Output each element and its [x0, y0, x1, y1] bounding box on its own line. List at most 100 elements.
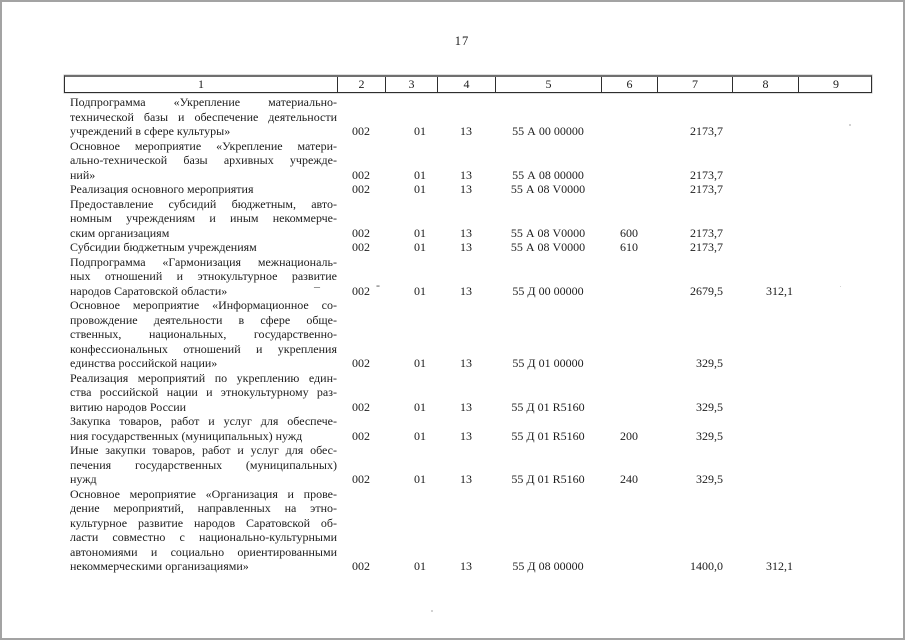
row-col-9 [798, 255, 872, 299]
row-col-6 [601, 487, 657, 574]
row-name-cell: Закупка товаров, работ и услуг для обесп… [64, 414, 337, 443]
row-col-5: 55 А 08 00000 [512, 167, 584, 182]
row-col-6: 610 [620, 240, 638, 254]
row-col-9 [798, 443, 872, 487]
row-col-2: 002 [352, 182, 370, 196]
row-col-8: 312,1 [766, 283, 793, 298]
row-name-cell: Основное мероприятие «Информационное со-… [64, 298, 337, 371]
row-col-3: 01 [414, 399, 426, 414]
row-name-line: ства российской нации и этнокультурному … [70, 385, 337, 399]
row-col-7: 2173,7 [690, 167, 723, 182]
row-name-line: дение мероприятий, направленных на этно- [70, 501, 337, 515]
row-col-4: 13 [460, 399, 472, 414]
row-col-4: 13 [460, 559, 472, 573]
row-name-line: нужд [70, 472, 97, 486]
row-col-9 [798, 182, 872, 197]
row-col-6: 600 [620, 225, 638, 240]
row-col-9 [798, 414, 872, 443]
table-row: Реализация основного мероприятия 002 01 13 5… [64, 182, 872, 197]
row-name-line: Предоставление субсидий бюджетным, авто- [70, 196, 337, 211]
row-col-9 [798, 298, 872, 371]
row-col-5: 55 Д 01 R5160 [511, 428, 585, 443]
row-name-cell: Субсидии бюджетным учреждениям [64, 240, 337, 255]
table-row: Подпрограмма «Укрепление материально-тех… [64, 95, 872, 139]
row-col-9 [798, 95, 872, 139]
row-col-7: 2173,7 [690, 124, 723, 138]
row-name-line: ния государственных (муниципальных) нужд [70, 428, 303, 443]
row-col-6: 240 [620, 472, 638, 486]
row-col-8 [732, 182, 798, 197]
row-col-4: 13 [460, 240, 472, 254]
row-name-line: автономиями и социально ориентированными [70, 544, 337, 559]
row-name-line: народов Саратовской области» [70, 283, 228, 298]
row-col-6 [601, 182, 657, 197]
row-col-2: 002 [352, 399, 370, 414]
row-col-3: 01 [414, 472, 426, 486]
row-col-9 [798, 371, 872, 415]
row-col-2: 002 [352, 283, 370, 298]
row-col-3: 01 [414, 167, 426, 182]
table-row: Предоставление субсидий бюджетным, авто-… [64, 197, 872, 241]
row-col-6 [601, 95, 657, 139]
row-col-4: 13 [460, 428, 472, 443]
table-row: Реализация мероприятий по укреплению еди… [64, 371, 872, 415]
scan-artifact-dash: - [376, 278, 380, 292]
row-name-cell: Основное мероприятие «Организация и пров… [64, 487, 337, 574]
row-col-8: 312,1 [766, 559, 793, 573]
row-name-cell: Реализация основного мероприятия [64, 182, 337, 197]
column-header-8: 8 [733, 77, 799, 92]
scan-speck [122, 563, 123, 564]
row-col-2: 002 [352, 225, 370, 240]
row-col-6 [601, 139, 657, 183]
row-col-9 [798, 240, 872, 255]
row-col-8 [732, 371, 798, 415]
column-header-4: 4 [438, 77, 496, 92]
column-header-9: 9 [833, 77, 839, 91]
row-col-6 [601, 298, 657, 371]
row-col-3: 01 [414, 124, 426, 138]
row-name-line: Реализация мероприятий по укреплению еди… [70, 370, 337, 385]
column-header-6: 6 [602, 77, 658, 92]
row-col-4: 13 [460, 283, 472, 298]
row-col-4: 13 [460, 225, 472, 240]
row-name-line: учреждений в сфере культуры» [70, 124, 231, 138]
row-name-line: Основное мероприятие «Информационное со- [70, 298, 337, 312]
row-name-line: технической базы и обеспечение деятельно… [70, 109, 337, 124]
row-name-line: Основное мероприятие «Укрепление матери- [70, 138, 337, 153]
row-col-7: 329,5 [696, 356, 723, 370]
column-header-2: 2 [338, 77, 386, 92]
row-name-line: ласти совместно с национально-культурным… [70, 530, 337, 544]
row-col-3: 01 [414, 559, 426, 573]
row-name-line: конфессиональных отношений и укрепления [70, 341, 337, 356]
row-col-7: 2173,7 [690, 225, 723, 240]
row-name-line: Закупка товаров, работ и услуг для обесп… [70, 414, 337, 428]
row-col-5: 55 А 08 V0000 [510, 182, 586, 196]
row-name-line: витию народов России [70, 399, 187, 414]
row-col-7: 1400,0 [690, 559, 723, 573]
table-row: Закупка товаров, работ и услуг для обесп… [64, 414, 872, 443]
scan-speck [849, 124, 851, 126]
row-name-cell: Подпрограмма «Гармонизация межнациональ-… [64, 255, 337, 299]
row-name-line: единства российской нации» [70, 356, 218, 370]
row-col-2: 002 [352, 356, 370, 370]
row-col-5: 55 А 00 00000 [512, 124, 584, 138]
column-header-7: 7 [658, 77, 733, 92]
scan-speck [431, 610, 433, 612]
table-row: Иные закупки товаров, работ и услуг для … [64, 443, 872, 487]
table-row: Субсидии бюджетным учреждениям 002 01 13 55 … [64, 240, 872, 255]
row-name-line: Подпрограмма «Гармонизация межнациональ- [70, 254, 337, 269]
row-col-3: 01 [414, 240, 426, 254]
scan-artifact-dash: – [314, 279, 320, 293]
row-col-4: 13 [460, 356, 472, 370]
row-name-cell: Предоставление субсидий бюджетным, авто-… [64, 197, 337, 241]
row-col-5: 55 А 08 V0000 [510, 225, 586, 240]
row-name-cell: Реализация мероприятий по укреплению еди… [64, 371, 337, 415]
row-name-line: ственных, национальных, государственно- [70, 327, 337, 341]
table-row: Основное мероприятие «Информационное со-… [64, 298, 872, 371]
row-col-9 [798, 487, 872, 574]
row-name-line: номным учреждениям и иным некоммерче- [70, 211, 337, 225]
row-col-5: 55 Д 01 R5160 [511, 399, 585, 414]
table-row: Основное мероприятие «Укрепление матери-… [64, 139, 872, 183]
